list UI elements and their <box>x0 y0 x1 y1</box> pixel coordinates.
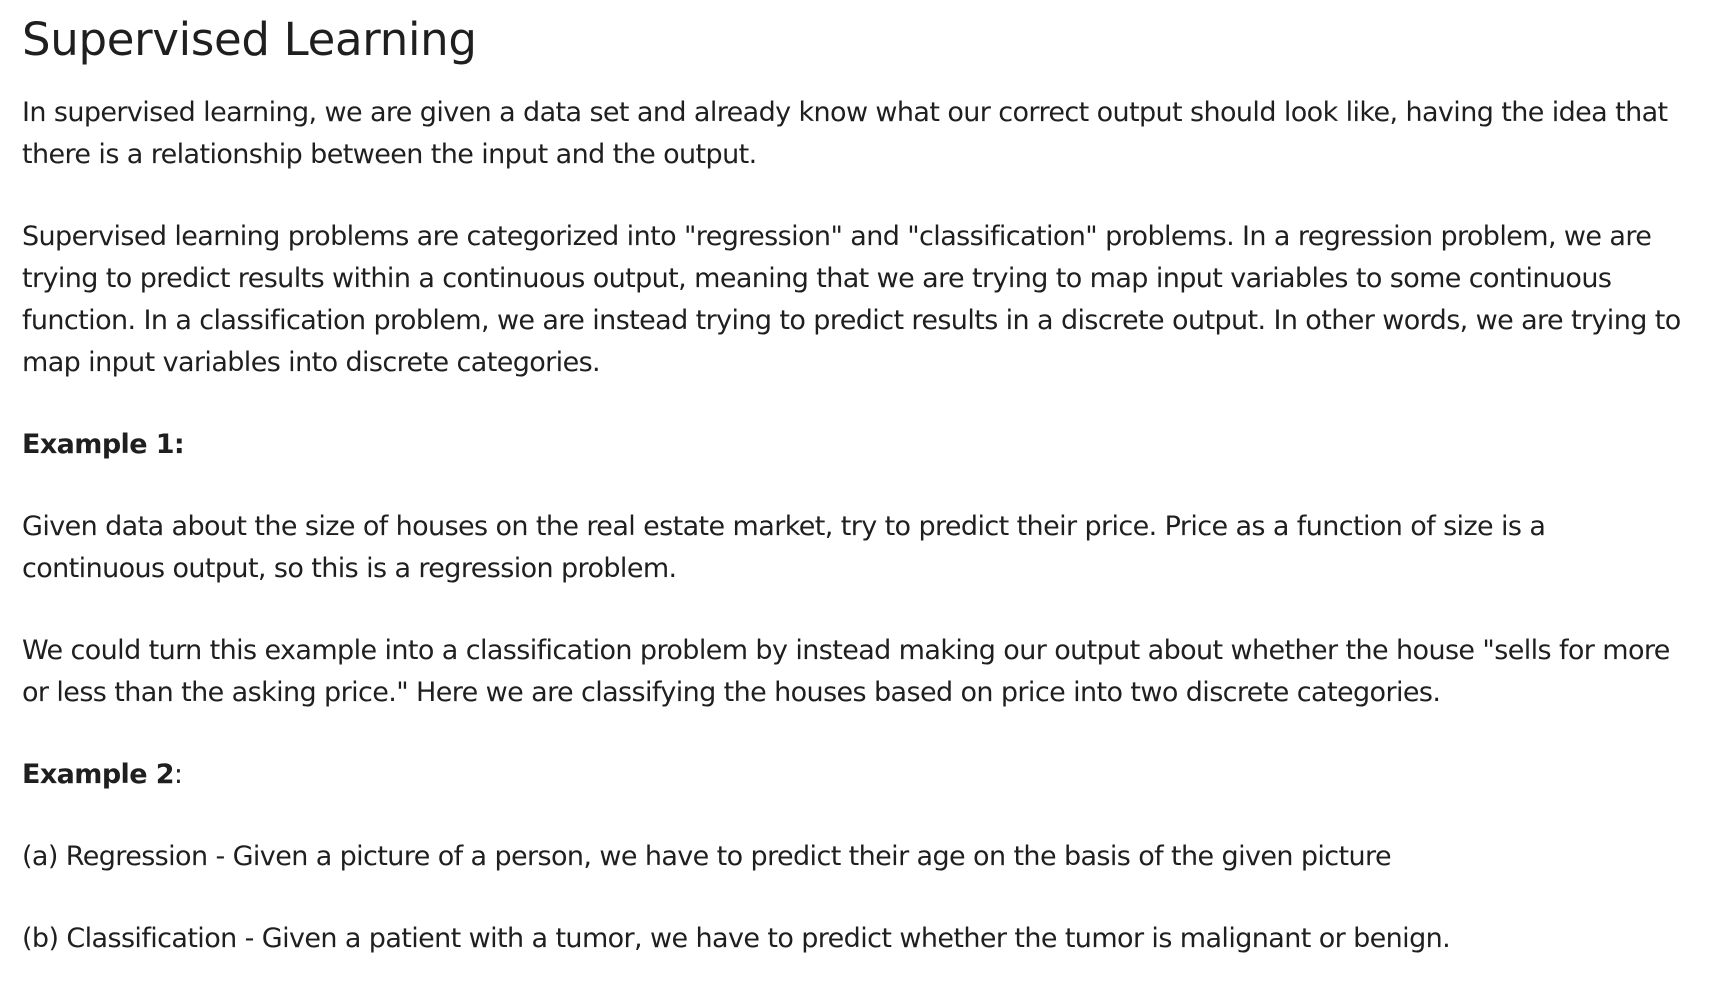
intro-paragraph: In supervised learning, we are given a d… <box>22 97 1668 170</box>
example-1-regression-paragraph: Given data about the size of houses on t… <box>22 511 1546 584</box>
example-1-heading-label: Example 1: <box>22 429 185 460</box>
example-1-heading: Example 1: <box>22 424 1692 466</box>
example-1-classification-paragraph: We could turn this example into a classi… <box>22 635 1670 708</box>
example-2-heading-label: Example 2 <box>22 759 175 790</box>
example-2-heading-colon: : <box>173 759 183 790</box>
example-2-item-a: (a) Regression - Given a picture of a pe… <box>22 841 1392 872</box>
example-2-item-b: (b) Classification - Given a patient wit… <box>22 923 1451 954</box>
example-2-heading: Example 2: <box>22 754 1692 796</box>
categories-paragraph: Supervised learning problems are categor… <box>22 221 1681 378</box>
page-title: Supervised Learning <box>22 13 477 66</box>
